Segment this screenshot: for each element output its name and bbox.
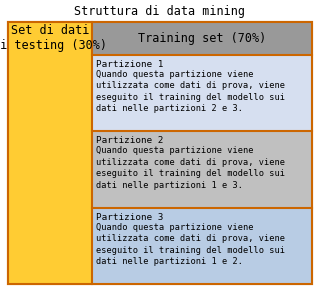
Text: Quando questa partizione viene
utilizzata come dati di prova, viene
eseguito il : Quando questa partizione viene utilizzat… [96, 146, 284, 190]
Text: Partizione 2: Partizione 2 [96, 136, 163, 145]
Bar [92, 131, 312, 208]
Text: Quando questa partizione viene
utilizzata come dati di prova, viene
eseguito il : Quando questa partizione viene utilizzat… [96, 223, 284, 266]
Text: Set di dati
di testing (30%): Set di dati di testing (30%) [0, 25, 107, 53]
Bar [92, 208, 312, 284]
Bar [92, 55, 312, 131]
Bar [8, 22, 312, 284]
Text: Struttura di data mining: Struttura di data mining [75, 4, 245, 18]
Text: Training set (70%): Training set (70%) [138, 32, 266, 45]
Bar [8, 22, 312, 284]
Bar [92, 22, 312, 55]
Bar [8, 22, 92, 284]
Text: Quando questa partizione viene
utilizzata come dati di prova, viene
eseguito il : Quando questa partizione viene utilizzat… [96, 70, 284, 113]
Text: Partizione 3: Partizione 3 [96, 213, 163, 222]
Text: Partizione 1: Partizione 1 [96, 60, 163, 69]
